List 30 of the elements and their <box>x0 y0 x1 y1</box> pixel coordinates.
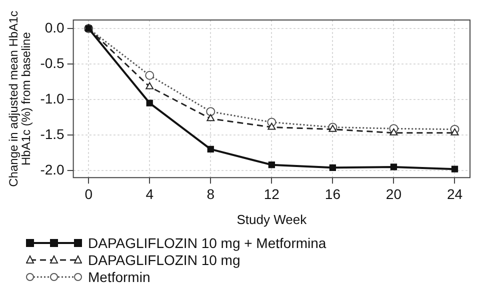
point <box>329 164 336 171</box>
y-tick-label: -1.0 <box>40 90 65 106</box>
point <box>146 82 154 90</box>
x-axis-title: Study Week <box>236 212 308 227</box>
y-tick-label: -0.5 <box>40 54 65 71</box>
point <box>206 107 216 116</box>
y-tick-label: -1.5 <box>40 126 65 142</box>
point <box>146 100 153 106</box>
x-tick-label: 24 <box>446 186 463 202</box>
legend-label: DAPAGLIFLOZIN 10 mg + Metformina <box>88 234 326 250</box>
point <box>390 128 398 136</box>
y-tick-label: -2.0 <box>40 161 65 178</box>
y-axis-title: Change in adjusted mean HbA1c HbA1c (%) from baseline <box>6 10 34 187</box>
x-tick-label: 4 <box>146 186 154 202</box>
y-tick-label: 0.0 <box>44 19 65 36</box>
x-tick-label: 16 <box>324 186 341 202</box>
point <box>450 128 459 136</box>
point <box>451 166 458 172</box>
point <box>268 122 276 130</box>
point <box>206 114 215 122</box>
x-tick-label: 8 <box>206 186 215 202</box>
legend-label: Metformin <box>88 268 150 284</box>
point <box>390 164 398 170</box>
legend-label: DAPAGLIFLOZIN 10 mg <box>88 252 240 268</box>
x-tick-label: 20 <box>386 186 402 202</box>
x-tick-label: 0 <box>84 186 93 202</box>
point <box>207 146 214 153</box>
point <box>268 161 275 168</box>
point <box>145 70 154 80</box>
x-tick-label: 12 <box>264 186 280 202</box>
